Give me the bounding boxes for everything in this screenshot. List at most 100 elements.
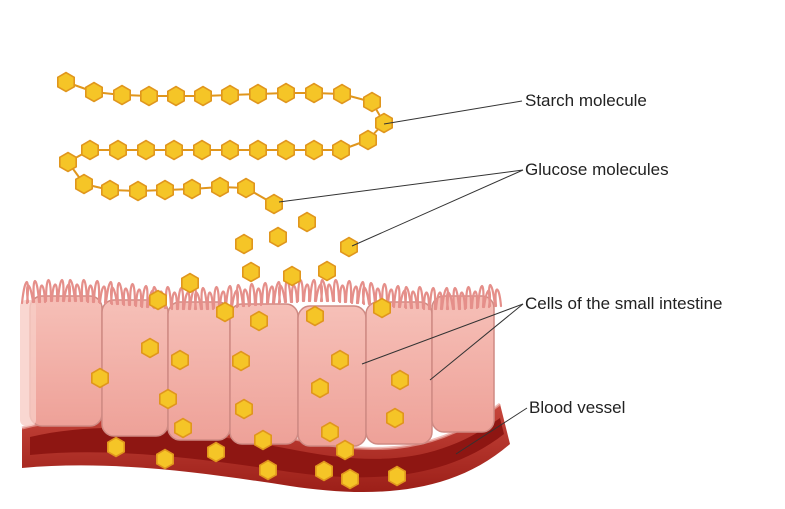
glucose-hexagon-icon	[339, 236, 359, 258]
glucose-hexagon-icon	[390, 369, 410, 391]
microvillus	[134, 288, 143, 308]
starch-unit-hexagon-icon	[374, 112, 394, 134]
intestine-cell	[167, 301, 231, 441]
starch-unit-hexagon-icon	[276, 139, 296, 161]
leader-starch	[383, 100, 523, 125]
starch-unit-hexagon-icon	[249, 83, 268, 105]
microvillus	[368, 281, 377, 306]
microvillus	[422, 291, 431, 311]
microvillus	[452, 286, 461, 311]
glucose-hexagon-icon	[385, 407, 405, 429]
leader-glucose-2	[351, 169, 524, 247]
microvillus	[98, 285, 107, 305]
starch-unit-hexagon-icon	[276, 82, 296, 104]
glucose-hexagon-icon	[317, 260, 337, 282]
microvillus	[32, 279, 41, 304]
glucose-hexagon-icon	[107, 436, 125, 458]
starch-unit-hexagon-icon	[249, 139, 268, 161]
starch-unit-hexagon-icon	[58, 151, 77, 173]
microvillus	[116, 281, 125, 306]
microvillus	[206, 291, 215, 311]
microvillus	[470, 290, 479, 310]
starch-unit-hexagon-icon	[264, 193, 284, 215]
label-glucose-molecules: Glucose molecules	[525, 160, 669, 179]
intestine-cell	[431, 295, 495, 433]
leader-glucose-1	[278, 169, 524, 203]
microvillus	[476, 284, 485, 309]
glucose-molecules	[56, 71, 410, 490]
microvillus	[458, 291, 467, 311]
leader-cells-1	[361, 303, 524, 365]
glucose-hexagon-icon	[330, 349, 350, 371]
microvillus	[128, 282, 137, 307]
glucose-hexagon-icon	[159, 388, 177, 410]
microvillus	[350, 285, 359, 305]
glucose-hexagon-icon	[235, 398, 253, 420]
microvillus	[326, 283, 335, 303]
microvillus	[50, 283, 59, 303]
microvillus	[260, 281, 269, 306]
glucose-hexagon-icon	[372, 297, 392, 319]
glucose-hexagon-icon	[91, 367, 109, 389]
glucose-hexagon-icon	[149, 289, 167, 311]
microvillus	[410, 290, 419, 310]
glucose-hexagon-icon	[242, 261, 261, 283]
leader-cells-2	[429, 303, 524, 381]
starch-unit-hexagon-icon	[167, 85, 185, 107]
glucose-hexagon-icon	[207, 441, 225, 463]
microvillus	[182, 291, 191, 311]
label-starch-molecule: Starch molecule	[525, 91, 647, 110]
glucose-hexagon-icon	[235, 233, 253, 255]
microvillus	[254, 287, 263, 307]
starch-unit-hexagon-icon	[211, 176, 229, 198]
leader-blood	[455, 407, 528, 455]
glucose-hexagon-icon	[171, 349, 189, 371]
microvillus	[296, 278, 305, 303]
microvillus	[224, 284, 233, 309]
label-cells-small-intestine: Cells of the small intestine	[525, 294, 723, 313]
microvillus	[434, 291, 443, 311]
starch-unit-hexagon-icon	[237, 177, 255, 199]
glucose-hexagon-icon	[258, 459, 278, 481]
starch-unit-hexagon-icon	[221, 84, 239, 106]
glucose-hexagon-icon	[268, 226, 288, 248]
glucose-hexagon-icon	[320, 421, 340, 443]
microvillus	[319, 278, 329, 303]
glucose-hexagon-icon	[216, 301, 234, 323]
glucose-hexagon-icon	[335, 439, 355, 461]
microvillus	[212, 285, 221, 310]
starch-unit-hexagon-icon	[75, 173, 93, 195]
microvillus	[86, 284, 95, 304]
intestinal-cells	[20, 295, 495, 447]
starch-unit-hexagon-icon	[331, 139, 351, 161]
starch-unit-hexagon-icon	[101, 179, 119, 201]
glucose-hexagon-icon	[297, 211, 317, 233]
microvillus	[140, 284, 149, 309]
microvillus	[487, 283, 497, 308]
microvillus	[25, 284, 35, 304]
microvillus	[56, 278, 65, 303]
microvillus	[170, 291, 179, 311]
microvillus	[74, 283, 83, 303]
microvillus	[494, 288, 503, 308]
microvillus	[248, 282, 257, 307]
glucose-hexagon-icon	[282, 265, 302, 287]
glucose-hexagon-icon	[340, 468, 360, 490]
glucose-hexagon-icon	[156, 448, 174, 470]
microvillus	[109, 286, 119, 306]
starch-unit-hexagon-icon	[183, 178, 201, 200]
starch-unit-hexagon-icon	[56, 71, 75, 93]
microvillus	[80, 278, 89, 303]
microvillus	[392, 284, 401, 309]
starch-unit-hexagon-icon	[194, 85, 212, 107]
starch-unit-hexagon-icon	[193, 139, 211, 161]
starch-unit-hexagon-icon	[156, 179, 174, 201]
glucose-hexagon-icon	[310, 377, 330, 399]
starch-unit-hexagon-icon	[109, 139, 127, 161]
starch-unit-hexagon-icon	[304, 82, 324, 104]
starch-unit-hexagon-icon	[304, 139, 324, 161]
microvillus	[403, 285, 413, 310]
glucose-hexagon-icon	[174, 417, 192, 439]
starch-unit-hexagon-icon	[221, 139, 239, 161]
microvillus	[67, 278, 77, 303]
